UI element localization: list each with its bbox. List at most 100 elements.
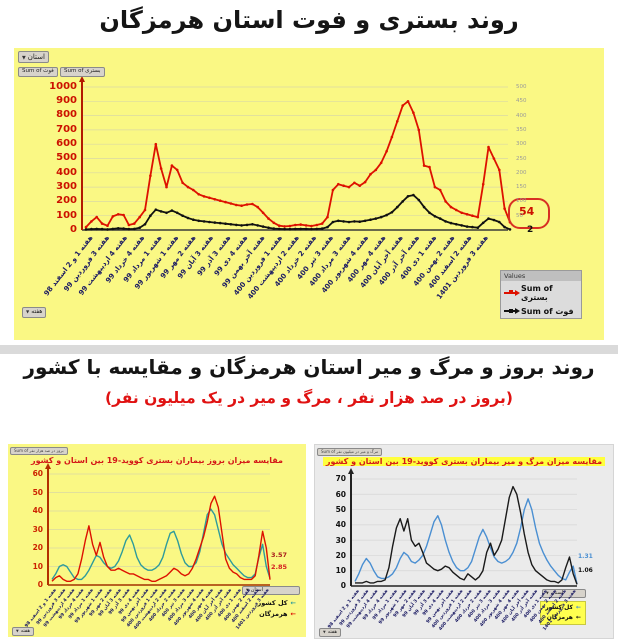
mortality-chart-panel: Sum of مرگ و میر در میلیون نفر مقایسه می… — [314, 444, 614, 639]
section2-subtitle: (بروز در صد هزار نفر ، مرگ و میر در یک م… — [105, 389, 513, 407]
legend-label: Sum of بستری — [521, 283, 553, 302]
data-point — [111, 215, 115, 218]
legend-label: هرمزگان — [546, 614, 573, 621]
end-value-hormozgan: 2.85 — [271, 563, 288, 571]
week-filter-button[interactable]: ▼ هفته — [12, 627, 35, 637]
data-point — [476, 215, 480, 219]
province-filter-button[interactable]: ▼ استان — [542, 589, 586, 599]
data-point — [337, 182, 340, 186]
y-axis-tick-label: 30 — [32, 524, 43, 534]
y2-axis-tick-label: 400 — [516, 112, 527, 119]
data-point — [342, 184, 345, 187]
data-point — [245, 203, 249, 206]
week-filter-button[interactable]: ▼ هفته — [22, 307, 47, 318]
line-marker-icon — [504, 308, 520, 314]
legend-label: هرمزگان — [259, 610, 288, 618]
y-axis-tick-label: 60 — [335, 489, 346, 499]
data-point — [127, 223, 131, 227]
data-point — [256, 224, 259, 227]
data-point — [208, 220, 211, 224]
data-point — [159, 167, 163, 170]
data-point — [277, 227, 281, 231]
legend-item-hormozgan: ← هرمزگان — [257, 610, 296, 618]
data-point — [347, 220, 351, 224]
week-filter-button[interactable]: ▼ هفته — [319, 628, 342, 638]
data-point — [455, 223, 458, 226]
value-field-button[interactable]: Sum of مرگ و میر در میلیون نفر — [317, 448, 383, 456]
value-field-button[interactable]: Sum of بروز در صد هزار نفر — [10, 447, 68, 455]
province-filter-button[interactable]: ▼ استان — [242, 586, 300, 596]
data-point — [159, 210, 163, 213]
y-axis-tick-label: 60 — [32, 469, 43, 479]
filter-dropdown-icon: ▼ — [26, 309, 30, 314]
section2-title: روند بروز و مرگ و میر استان هرمزگان و مق… — [23, 355, 595, 379]
data-point — [229, 223, 233, 226]
data-point — [218, 199, 222, 202]
data-point — [390, 211, 394, 214]
data-point — [498, 220, 501, 224]
data-point — [358, 220, 362, 223]
data-point — [417, 128, 421, 132]
field-button-foot[interactable]: Sum of فوت — [18, 67, 58, 77]
data-point — [122, 213, 125, 217]
end-value-foot: 2 — [527, 225, 534, 235]
y-axis-tick-label: 50 — [32, 487, 43, 497]
series-line-0 — [354, 498, 578, 585]
data-point — [326, 215, 329, 219]
data-point — [471, 225, 474, 229]
data-point — [369, 172, 372, 176]
field-button-bestari[interactable]: Sum of بستری — [60, 67, 105, 77]
data-point — [331, 220, 335, 224]
data-point — [213, 198, 217, 201]
data-point — [208, 196, 211, 200]
line-marker-icon: ← — [575, 604, 581, 611]
province-filter-button[interactable]: ▼ استان — [18, 51, 49, 64]
data-point — [320, 227, 324, 230]
data-point — [84, 225, 88, 229]
data-point — [256, 205, 259, 209]
data-point — [385, 150, 388, 153]
incidence-chart-title: مقایسه میزان بروز بیماران بستری کووید-19… — [31, 456, 283, 465]
y-axis-arrow-icon — [45, 463, 51, 469]
data-point — [471, 214, 474, 217]
data-point — [218, 221, 222, 225]
data-point — [390, 135, 394, 139]
y-axis-tick-label: 40 — [335, 520, 346, 530]
legend-label: Sum of فوت — [521, 306, 574, 316]
filter-dropdown-icon: ▼ — [323, 630, 326, 634]
chart-legend: ← کل کشور ← هرمزگان — [257, 599, 296, 621]
data-point — [465, 225, 469, 228]
data-point — [374, 217, 378, 220]
y-axis-tick-label: 1000 — [49, 80, 77, 92]
line-marker-icon: ← — [290, 599, 296, 607]
data-point — [481, 182, 485, 186]
data-point — [84, 228, 88, 231]
data-point — [149, 214, 152, 217]
data-point — [240, 224, 243, 227]
data-point — [288, 227, 292, 231]
province-filter-label: استان — [27, 53, 45, 61]
data-point — [369, 218, 372, 221]
data-point — [245, 223, 249, 227]
legend-item-bestari: Sum of بستری — [501, 281, 581, 304]
data-point — [508, 228, 512, 231]
data-point — [261, 211, 265, 215]
data-point — [412, 111, 415, 114]
mortality-chart-title: مقایسه میزان مرگ و میر بیماران بستری کوو… — [315, 457, 613, 466]
week-filter-label: هفته — [31, 308, 43, 315]
data-point — [186, 185, 190, 189]
data-point — [331, 188, 335, 192]
data-point — [186, 216, 190, 220]
data-point — [175, 168, 179, 172]
province-filter-label: استان — [250, 587, 263, 593]
week-filter-label: هفته — [20, 628, 31, 634]
data-point — [294, 223, 297, 227]
data-point — [363, 180, 367, 184]
data-point — [449, 221, 453, 225]
end-value-highlight-box — [508, 198, 550, 229]
data-point — [444, 200, 447, 203]
y-axis-arrow-icon — [79, 76, 85, 82]
data-point — [492, 157, 496, 160]
data-point — [149, 174, 152, 177]
